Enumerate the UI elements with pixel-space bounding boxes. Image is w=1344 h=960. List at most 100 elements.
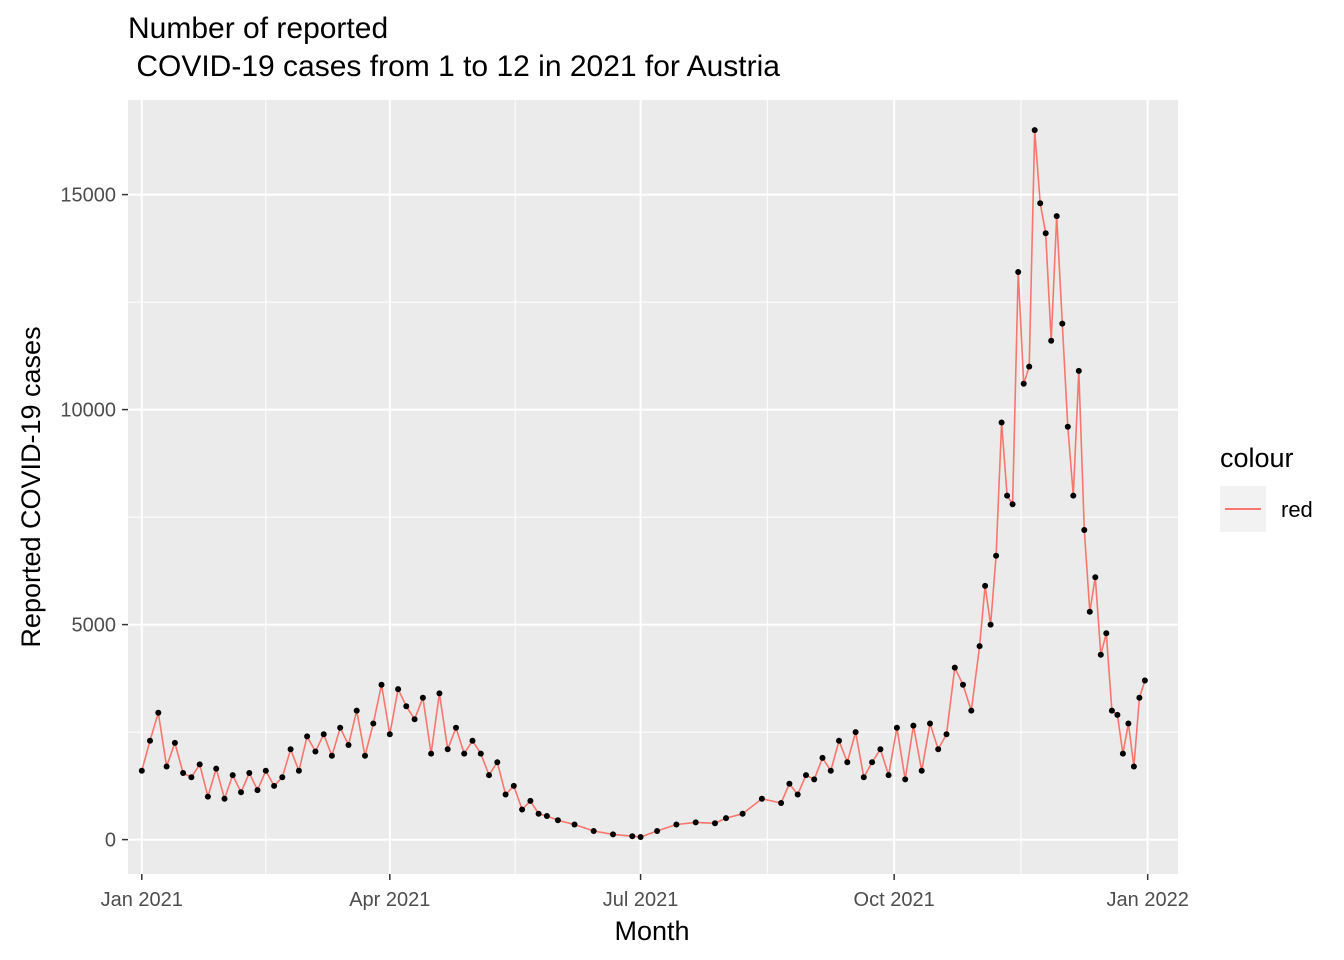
data-point: [869, 759, 876, 766]
grid-minor: [128, 100, 1178, 874]
data-point: [229, 772, 236, 779]
x-tick-label: Jan 2022: [1107, 889, 1189, 911]
data-point: [1103, 630, 1110, 637]
data-point: [1092, 574, 1099, 581]
y-tick-label: 0: [105, 830, 116, 852]
data-point: [171, 739, 178, 746]
chart-title-line-1: Number of reported: [128, 12, 389, 45]
data-point: [188, 774, 195, 781]
legend-entry-red: red: [1281, 497, 1313, 522]
data-point: [304, 733, 311, 740]
data-point: [246, 770, 253, 776]
data-point: [786, 780, 793, 787]
data-point: [403, 703, 410, 710]
data-point: [254, 787, 261, 794]
data-point: [571, 821, 578, 828]
data-point: [1048, 337, 1055, 344]
data-point: [712, 820, 718, 827]
data-point: [1004, 492, 1011, 499]
data-point: [320, 731, 327, 738]
data-point: [637, 834, 644, 840]
data-point: [918, 767, 925, 774]
data-point: [1119, 750, 1126, 757]
data-point: [902, 776, 909, 783]
x-axis-label: Month: [614, 916, 689, 946]
y-tick-label: 5000: [72, 615, 117, 637]
data-point: [295, 767, 302, 774]
data-point: [852, 729, 859, 736]
data-point: [590, 828, 597, 834]
data-point: [535, 810, 542, 817]
data-point: [204, 793, 211, 800]
data-point: [1031, 127, 1038, 134]
x-axis: Jan 2021 Apr 2021 Jul 2021 Oct 2021 Jan 2022: [101, 874, 1189, 911]
data-point: [836, 737, 842, 744]
y-axis: 0 5000 10000 15000: [60, 185, 128, 852]
data-point: [147, 737, 153, 744]
data-point: [519, 806, 526, 813]
data-point: [1059, 320, 1066, 327]
x-tick-label: Jan 2021: [101, 889, 183, 911]
data-point: [910, 722, 917, 729]
data-point: [803, 772, 809, 779]
x-tick-label: Apr 2021: [349, 889, 430, 911]
x-tick-label: Jul 2021: [603, 889, 679, 911]
data-point: [444, 746, 451, 753]
data-point: [951, 664, 958, 671]
data-point: [827, 767, 834, 774]
data-point: [893, 724, 900, 731]
y-tick-label: 15000: [60, 185, 116, 207]
data-point: [337, 724, 344, 731]
data-point: [968, 707, 975, 714]
series-line-layer: [141, 129, 1146, 838]
data-point: [794, 791, 801, 798]
data-point: [819, 754, 826, 761]
data-point: [436, 690, 443, 697]
data-point: [1075, 367, 1082, 374]
data-point: [453, 724, 459, 731]
data-point: [1020, 380, 1027, 387]
data-point: [877, 746, 884, 753]
chart-title-line-2: COVID-19 cases from 1 to 12 in 2021 for …: [128, 50, 780, 83]
data-point: [654, 828, 661, 834]
y-axis-label: Reported COVID-19 cases: [16, 326, 46, 647]
data-point: [494, 759, 501, 766]
data-point: [927, 720, 933, 727]
data-point: [163, 763, 170, 770]
data-point: [1141, 677, 1148, 684]
data-point: [486, 772, 492, 779]
data-point: [982, 582, 989, 589]
data-point: [554, 817, 561, 824]
data-point: [987, 621, 994, 628]
data-point: [238, 789, 244, 796]
data-point: [1114, 711, 1121, 718]
data-point: [976, 643, 983, 650]
data-point: [262, 767, 269, 774]
series-line-red: [141, 129, 1146, 838]
data-point: [477, 750, 484, 757]
data-point: [778, 800, 785, 806]
data-point: [1009, 501, 1016, 508]
data-point: [469, 737, 476, 744]
data-point: [543, 813, 550, 819]
data-point: [196, 761, 203, 768]
data-point: [998, 419, 1005, 426]
data-point: [328, 752, 335, 759]
data-point: [629, 833, 636, 840]
data-point: [739, 810, 746, 817]
data-point: [885, 772, 892, 779]
data-point: [692, 819, 699, 826]
grid-major: [128, 100, 1178, 874]
data-point: [844, 759, 851, 766]
data-point: [860, 774, 867, 781]
data-point: [1026, 363, 1033, 370]
data-point: [138, 767, 145, 774]
data-point: [723, 815, 729, 822]
data-point: [1108, 707, 1115, 714]
data-point: [1070, 492, 1077, 499]
data-point: [935, 746, 942, 753]
data-point: [213, 765, 220, 772]
data-point: [180, 770, 187, 776]
data-point: [428, 750, 435, 757]
